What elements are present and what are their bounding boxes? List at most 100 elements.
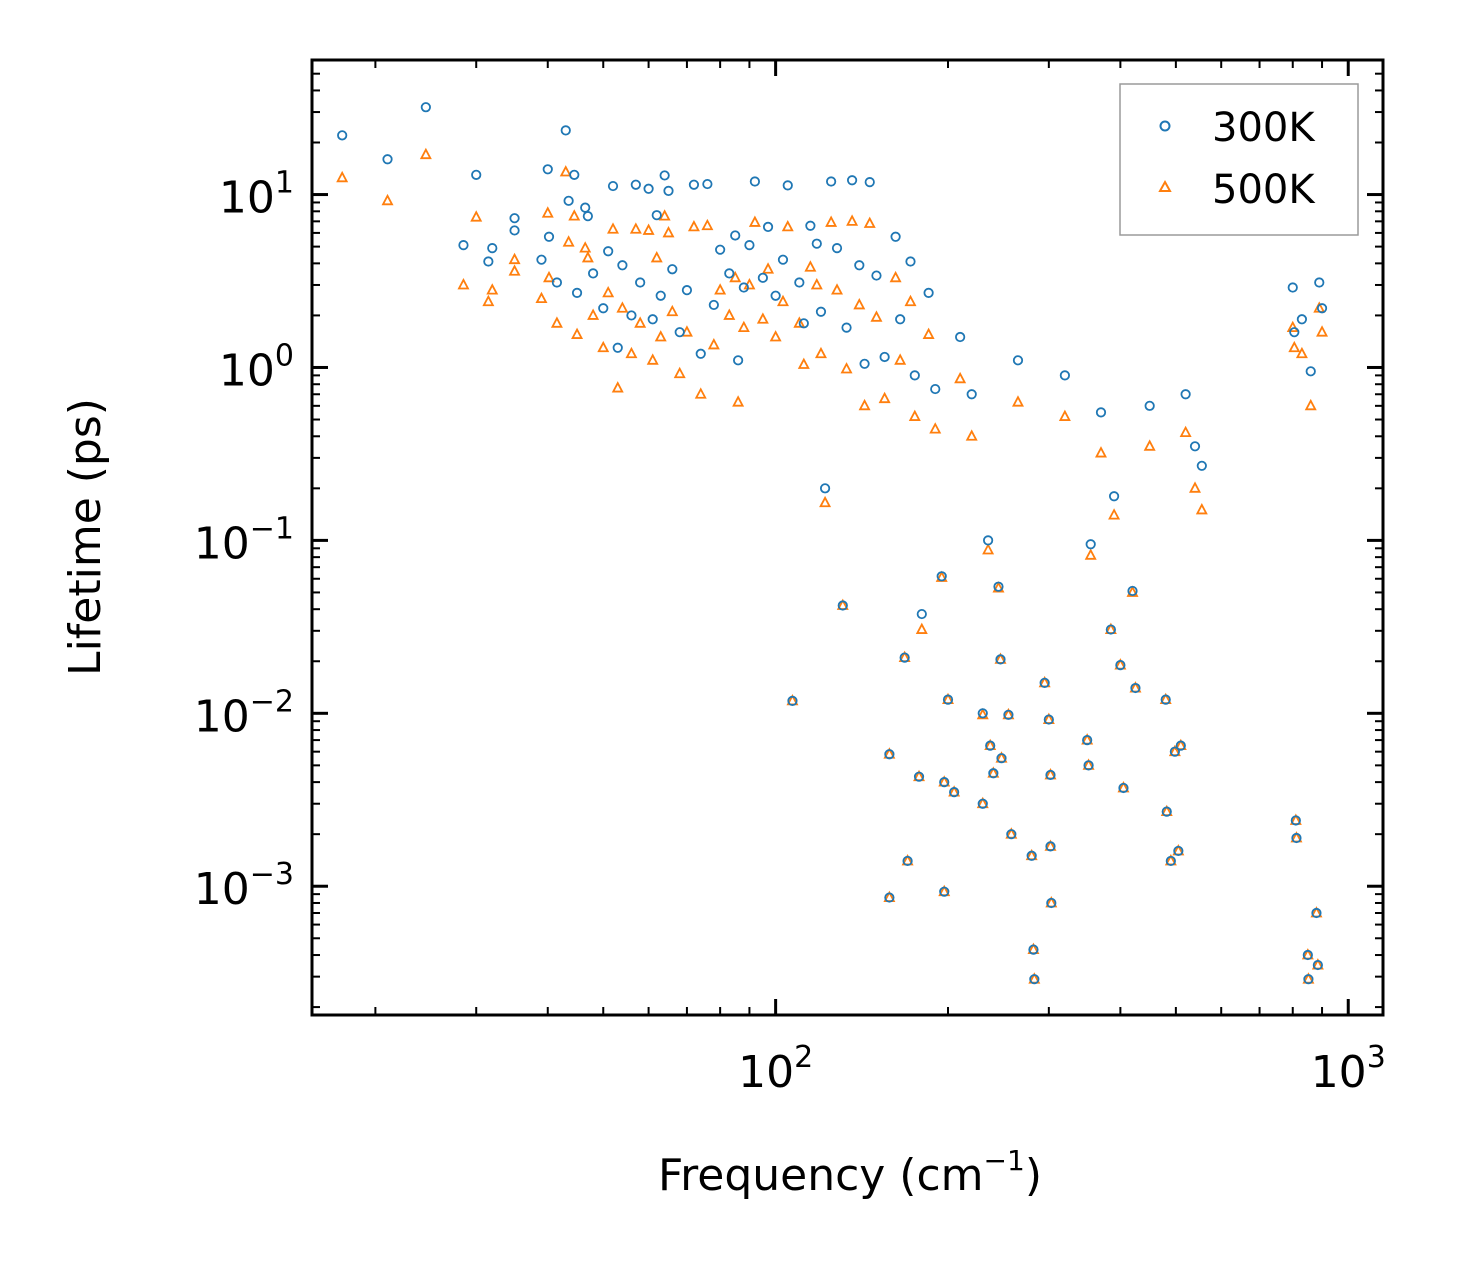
point-300k	[635, 277, 646, 288]
point-500k	[336, 170, 349, 183]
point-300k	[458, 240, 469, 251]
point-500k	[597, 340, 610, 353]
point-500k	[508, 264, 521, 276]
point-300k	[1046, 897, 1057, 909]
y-axis-label: Lifetime (ps)	[60, 398, 111, 676]
series-500k	[336, 147, 1329, 984]
legend-label-300k: 300K	[1212, 105, 1316, 151]
point-300k	[996, 753, 1007, 764]
point-500k	[629, 222, 642, 234]
point-300k	[1287, 282, 1298, 293]
point-300k	[569, 169, 580, 180]
point-500k	[1094, 446, 1107, 458]
point-300k	[738, 282, 749, 293]
point-300k	[1083, 760, 1094, 771]
point-300k	[841, 322, 852, 333]
point-300k	[1289, 327, 1300, 338]
point-300k	[1012, 355, 1024, 366]
point-300k	[1160, 694, 1171, 705]
point-300k	[630, 179, 641, 190]
point-300k	[420, 102, 431, 113]
point-500k	[814, 346, 827, 359]
point-300k	[659, 170, 670, 181]
point-500k	[1288, 340, 1301, 353]
point-300k	[744, 240, 755, 251]
point-500k	[571, 327, 584, 339]
point-300k	[1115, 660, 1126, 671]
point-300k	[1095, 407, 1107, 418]
point-500k	[793, 316, 806, 328]
point-500k	[662, 225, 675, 238]
point-300k	[647, 314, 658, 325]
point-300k	[1169, 746, 1180, 757]
point-300k	[923, 287, 934, 298]
point-300k	[483, 256, 494, 267]
point-300k	[902, 855, 913, 867]
point-300k	[757, 272, 768, 283]
point-300k	[1175, 740, 1186, 751]
point-300k	[831, 243, 843, 254]
point-300k	[819, 483, 831, 494]
point-500k	[1304, 398, 1317, 411]
point-300k	[777, 254, 789, 265]
y-tick-label: 10−3	[194, 857, 294, 915]
point-500k	[982, 543, 995, 555]
point-500k	[769, 330, 782, 342]
point-300k	[1108, 491, 1120, 502]
point-300k	[1085, 539, 1096, 550]
point-300k	[588, 268, 599, 279]
point-300k	[688, 179, 700, 190]
point-300k	[667, 264, 678, 275]
x-tick-label: 103	[1311, 1040, 1386, 1098]
point-300k	[939, 886, 950, 897]
point-300k	[879, 351, 890, 363]
point-500k	[776, 294, 789, 307]
point-300k	[977, 798, 988, 809]
point-500k	[954, 371, 967, 384]
point-300k	[985, 740, 996, 751]
legend-label-500k: 500K	[1212, 167, 1316, 213]
point-300k	[663, 185, 674, 196]
point-300k	[798, 318, 809, 329]
point-500k	[1058, 409, 1071, 421]
point-500k	[804, 260, 817, 272]
point-500k	[1195, 503, 1208, 515]
point-300k	[1290, 815, 1301, 826]
point-500k	[1011, 395, 1024, 407]
point-300k	[1118, 782, 1129, 794]
point-500k	[714, 283, 727, 295]
y-major-ticks	[312, 193, 1383, 888]
point-500k	[470, 210, 483, 222]
point-300k	[1029, 974, 1040, 985]
point-500k	[762, 262, 775, 274]
point-300k	[1302, 949, 1313, 961]
point-500k	[878, 391, 891, 404]
point-300k	[612, 342, 623, 353]
point-300k	[382, 154, 393, 165]
point-300k	[1045, 841, 1056, 852]
point-300k	[1144, 400, 1155, 411]
point-500k	[870, 310, 883, 322]
point-500k	[737, 320, 750, 333]
point-500k	[922, 327, 935, 339]
point-500k	[486, 283, 499, 295]
point-300k	[582, 211, 593, 222]
point-500k	[568, 209, 581, 221]
point-500k	[616, 301, 629, 313]
point-300k	[905, 256, 916, 267]
point-300k	[988, 768, 999, 779]
point-300k	[643, 183, 654, 194]
point-500k	[858, 398, 871, 411]
point-500k	[607, 222, 620, 234]
point-500k	[634, 316, 647, 328]
point-300k	[977, 708, 988, 719]
point-300k	[939, 777, 950, 788]
point-300k	[966, 389, 977, 400]
point-500k	[687, 219, 700, 232]
y-tick-label: 10−1	[194, 511, 294, 569]
point-300k	[815, 306, 827, 317]
point-500k	[457, 278, 470, 290]
point-500k	[853, 298, 866, 310]
point-300k	[884, 892, 895, 903]
point-500k	[810, 278, 823, 290]
